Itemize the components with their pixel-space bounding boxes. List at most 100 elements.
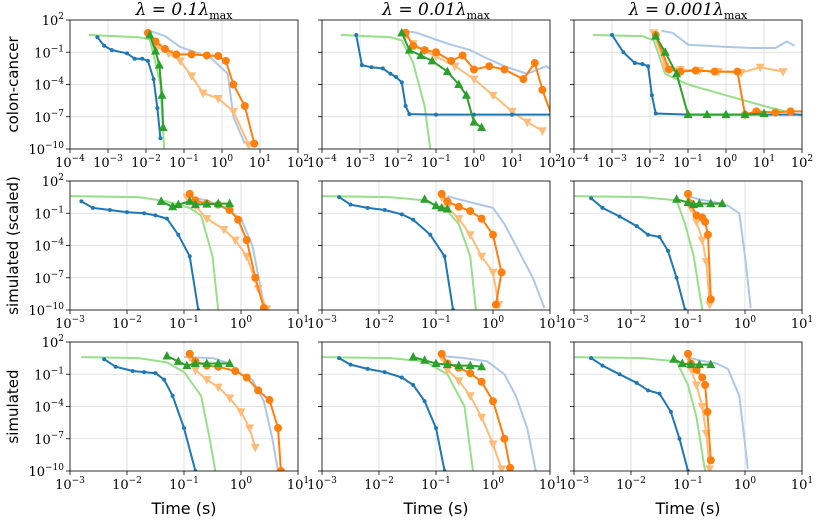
y-tick-label: 10−4 [34, 399, 64, 416]
data-point [522, 118, 532, 128]
data-point [380, 66, 385, 71]
axes-frame [573, 19, 803, 150]
data-point [589, 196, 594, 201]
data-point [669, 354, 679, 363]
data-point [677, 436, 682, 441]
data-point [175, 57, 185, 66]
data-point [649, 93, 654, 98]
data-point [250, 139, 259, 148]
data-point [442, 66, 452, 76]
data-point [219, 225, 229, 235]
data-point [185, 196, 195, 205]
data-point [458, 51, 467, 60]
data-point [632, 61, 637, 65]
data-point [198, 89, 208, 99]
data-point [811, 113, 815, 117]
data-point [259, 303, 268, 310]
panel: 10−3 10−2 10−1 100 101 [559, 180, 813, 332]
data-point [276, 467, 285, 471]
x-tick-label: 10−3 [559, 315, 589, 332]
data-point [519, 75, 528, 84]
data-point [434, 112, 438, 117]
data-point [404, 45, 414, 54]
data-point [651, 31, 661, 40]
data-point [196, 308, 201, 310]
data-point [477, 252, 487, 262]
data-point [214, 52, 223, 61]
data-point [251, 273, 260, 282]
data-point [90, 205, 95, 210]
data-point [466, 369, 475, 378]
data-point [407, 112, 412, 117]
row-label: colon-cancer [4, 36, 22, 133]
x-tick-label: 102 [287, 154, 309, 171]
x-tick-label: 10−2 [364, 476, 394, 493]
data-point [403, 104, 408, 108]
x-tick-label: 100 [715, 154, 738, 171]
x-tick-label: 10−1 [421, 315, 451, 332]
axes-frame [573, 341, 803, 472]
data-point [254, 386, 263, 395]
data-point [617, 214, 622, 219]
x-tick-label: 100 [230, 315, 253, 332]
data-point [538, 85, 547, 94]
data-point [755, 63, 765, 73]
series-line [441, 355, 537, 471]
y-tick-label: 10−10 [28, 141, 64, 158]
data-point [162, 377, 167, 382]
data-point [454, 202, 463, 211]
data-point [225, 198, 235, 208]
data-point [142, 370, 147, 375]
data-point [102, 43, 107, 48]
series-line [81, 356, 217, 471]
data-point [382, 208, 387, 213]
x-tick-label: 101 [791, 476, 813, 493]
data-point [422, 399, 427, 404]
data-point [666, 248, 671, 253]
data-point [683, 197, 693, 206]
data-point [153, 213, 158, 218]
data-point [477, 214, 486, 223]
data-point [634, 380, 639, 385]
data-point [182, 360, 192, 370]
panel: 10−3 10−2 10−1 100 101 [307, 341, 561, 493]
data-point [408, 352, 418, 361]
data-point [213, 94, 223, 104]
data-point [202, 199, 212, 208]
data-point [156, 196, 166, 205]
data-point [193, 469, 198, 471]
data-point [442, 203, 452, 213]
data-point [411, 217, 416, 222]
x-tick-label: 10−2 [131, 154, 161, 171]
data-point [786, 107, 795, 116]
axes-frame [573, 180, 803, 311]
data-point [130, 369, 135, 374]
data-point [686, 469, 690, 471]
panel: 10−3 10−2 10−1 100 101 10−10 10−7 10−4 10−1 102 [28, 173, 309, 332]
data-point [420, 194, 430, 203]
axes-frame [321, 341, 551, 472]
data-point [469, 117, 479, 126]
series-line [103, 358, 197, 471]
x-tick-label: 10−4 [559, 154, 589, 171]
data-point [234, 215, 243, 224]
data-point [465, 360, 475, 370]
data-point [506, 463, 515, 471]
series-line [96, 36, 162, 139]
data-point [705, 301, 715, 310]
data-point [442, 469, 447, 471]
x-tick-label: 100 [482, 476, 505, 493]
data-point [740, 109, 750, 119]
data-point [337, 356, 342, 361]
data-point [701, 381, 710, 389]
data-point [660, 47, 670, 56]
column-title: λ = 0.01λmax [381, 0, 490, 22]
data-point [187, 254, 192, 259]
data-point [354, 33, 359, 38]
x-tick-label: 10−3 [559, 476, 589, 493]
data-point [365, 366, 370, 371]
data-point [672, 194, 682, 203]
y-tick-label: 102 [42, 173, 64, 190]
data-point [432, 48, 440, 57]
column-title: λ = 0.001λmax [628, 0, 748, 22]
